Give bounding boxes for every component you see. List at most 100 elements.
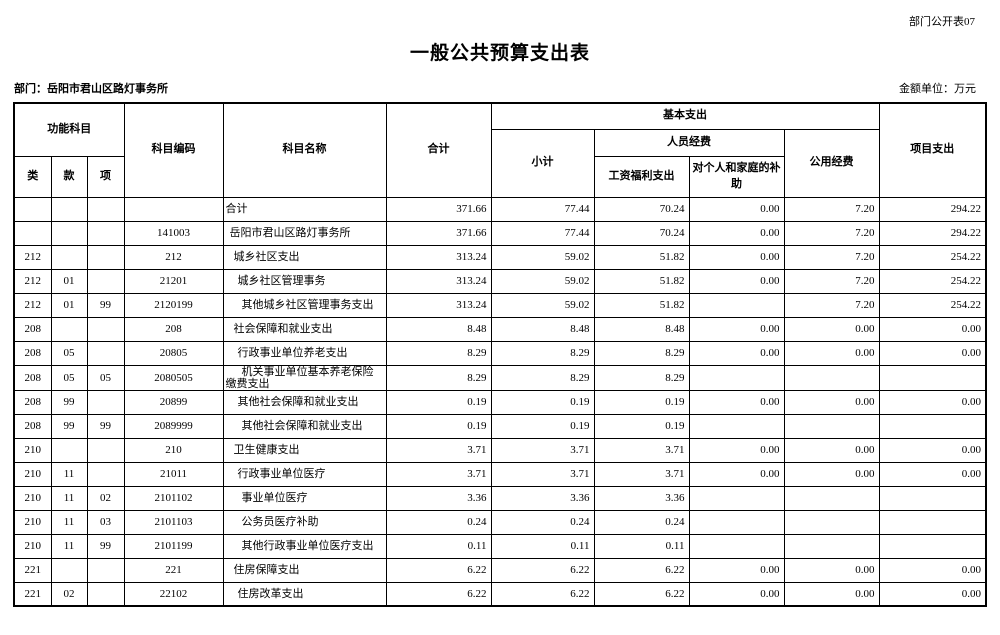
budget-table-body: 合计 371.66 77.44 70.24 0.00 7.20 294.22 1… <box>13 196 987 607</box>
cell-section: 01 <box>50 292 88 318</box>
cell-public-funds <box>783 364 880 391</box>
cell-project-expenditure: 0.00 <box>878 581 987 607</box>
cell-item <box>86 581 125 607</box>
cell-wage-welfare: 0.19 <box>593 389 690 415</box>
cell-subject-name: 城乡社区管理事务 <box>222 268 387 294</box>
cell-public-funds: 0.00 <box>783 557 880 583</box>
cell-subject-code: 208 <box>123 316 224 342</box>
cell-section: 05 <box>50 364 88 391</box>
cell-section: 01 <box>50 268 88 294</box>
cell-category: 208 <box>13 413 52 439</box>
cell-subtotal: 3.71 <box>490 461 595 487</box>
cell-item: 03 <box>86 509 125 535</box>
table-row: 212 01 99 2120199 其他城乡社区管理事务支出 313.24 59… <box>13 292 987 318</box>
cell-total: 0.11 <box>385 533 492 559</box>
cell-public-funds: 7.20 <box>783 220 880 246</box>
cell-individual-family-subsidy: 0.00 <box>688 316 785 342</box>
cell-category: 208 <box>13 389 52 415</box>
table-row: 221 221 住房保障支出 6.22 6.22 6.22 0.00 0.00 … <box>13 557 987 583</box>
cell-wage-welfare: 51.82 <box>593 292 690 318</box>
cell-item: 02 <box>86 485 125 511</box>
cell-total: 8.29 <box>385 364 492 391</box>
cell-subject-code <box>123 196 224 222</box>
cell-project-expenditure <box>878 533 987 559</box>
cell-wage-welfare: 70.24 <box>593 220 690 246</box>
cell-section: 11 <box>50 533 88 559</box>
cell-subject-code: 20899 <box>123 389 224 415</box>
cell-public-funds <box>783 533 880 559</box>
table-row: 208 05 20805 行政事业单位养老支出 8.29 8.29 8.29 0… <box>13 340 987 366</box>
meta-row: 部门：岳阳市君山区路灯事务所 金额单位：万元 <box>14 80 976 96</box>
cell-wage-welfare: 0.11 <box>593 533 690 559</box>
cell-total: 313.24 <box>385 292 492 318</box>
cell-project-expenditure: 0.00 <box>878 557 987 583</box>
cell-subject-name: 卫生健康支出 <box>222 437 387 463</box>
cell-category: 212 <box>13 292 52 318</box>
cell-subtotal: 77.44 <box>490 196 595 222</box>
cell-subject-code: 22102 <box>123 581 224 607</box>
cell-public-funds: 0.00 <box>783 389 880 415</box>
budget-table: 功能科目 科目编码 科目名称 合计 基本支出 项目支出 小计 人员经费 公用经费… <box>13 102 987 607</box>
cell-subtotal: 8.29 <box>490 364 595 391</box>
cell-individual-family-subsidy: 0.00 <box>688 244 785 270</box>
cell-subtotal: 59.02 <box>490 268 595 294</box>
cell-item <box>86 268 125 294</box>
cell-total: 313.24 <box>385 244 492 270</box>
cell-item: 99 <box>86 533 125 559</box>
cell-item <box>86 340 125 366</box>
cell-subject-code: 2080505 <box>123 364 224 391</box>
cell-project-expenditure: 254.22 <box>878 268 987 294</box>
cell-individual-family-subsidy: 0.00 <box>688 461 785 487</box>
header-item: 项 <box>86 155 125 198</box>
header-project-expenditure: 项目支出 <box>878 102 987 198</box>
cell-individual-family-subsidy: 0.00 <box>688 581 785 607</box>
cell-subject-name: 行政事业单位养老支出 <box>222 340 387 366</box>
cell-total: 6.22 <box>385 581 492 607</box>
cell-wage-welfare: 0.19 <box>593 413 690 439</box>
header-category: 类 <box>13 155 52 198</box>
header-subject-code: 科目编码 <box>123 102 224 198</box>
cell-individual-family-subsidy: 0.00 <box>688 340 785 366</box>
cell-section: 99 <box>50 413 88 439</box>
cell-total: 8.29 <box>385 340 492 366</box>
cell-subject-code: 2120199 <box>123 292 224 318</box>
cell-project-expenditure: 254.22 <box>878 244 987 270</box>
cell-wage-welfare: 51.82 <box>593 268 690 294</box>
cell-subject-name: 城乡社区支出 <box>222 244 387 270</box>
cell-subtotal: 3.71 <box>490 437 595 463</box>
cell-total: 0.19 <box>385 389 492 415</box>
cell-item: 05 <box>86 364 125 391</box>
cell-project-expenditure: 0.00 <box>878 389 987 415</box>
header-subtotal: 小计 <box>490 128 595 198</box>
cell-subtotal: 0.11 <box>490 533 595 559</box>
cell-subject-code: 210 <box>123 437 224 463</box>
cell-wage-welfare: 6.22 <box>593 581 690 607</box>
cell-subject-code: 2101103 <box>123 509 224 535</box>
cell-item: 99 <box>86 292 125 318</box>
header-personnel-funds: 人员经费 <box>593 128 785 157</box>
cell-item <box>86 220 125 246</box>
table-row: 208 99 20899 其他社会保障和就业支出 0.19 0.19 0.19 … <box>13 389 987 415</box>
cell-category: 212 <box>13 244 52 270</box>
cell-public-funds: 7.20 <box>783 292 880 318</box>
cell-individual-family-subsidy: 0.00 <box>688 557 785 583</box>
cell-category: 210 <box>13 533 52 559</box>
cell-project-expenditure <box>878 509 987 535</box>
cell-item <box>86 461 125 487</box>
cell-subtotal: 6.22 <box>490 557 595 583</box>
cell-individual-family-subsidy: 0.00 <box>688 220 785 246</box>
cell-public-funds: 7.20 <box>783 268 880 294</box>
cell-project-expenditure <box>878 364 987 391</box>
cell-total: 3.71 <box>385 437 492 463</box>
cell-total: 0.19 <box>385 413 492 439</box>
table-row: 141003 岳阳市君山区路灯事务所 371.66 77.44 70.24 0.… <box>13 220 987 246</box>
cell-section <box>50 196 88 222</box>
cell-subject-name: 公务员医疗补助 <box>222 509 387 535</box>
cell-subject-code: 212 <box>123 244 224 270</box>
cell-item <box>86 437 125 463</box>
cell-wage-welfare: 70.24 <box>593 196 690 222</box>
cell-subject-code: 21201 <box>123 268 224 294</box>
cell-section <box>50 244 88 270</box>
cell-subject-name: 合计 <box>222 196 387 222</box>
